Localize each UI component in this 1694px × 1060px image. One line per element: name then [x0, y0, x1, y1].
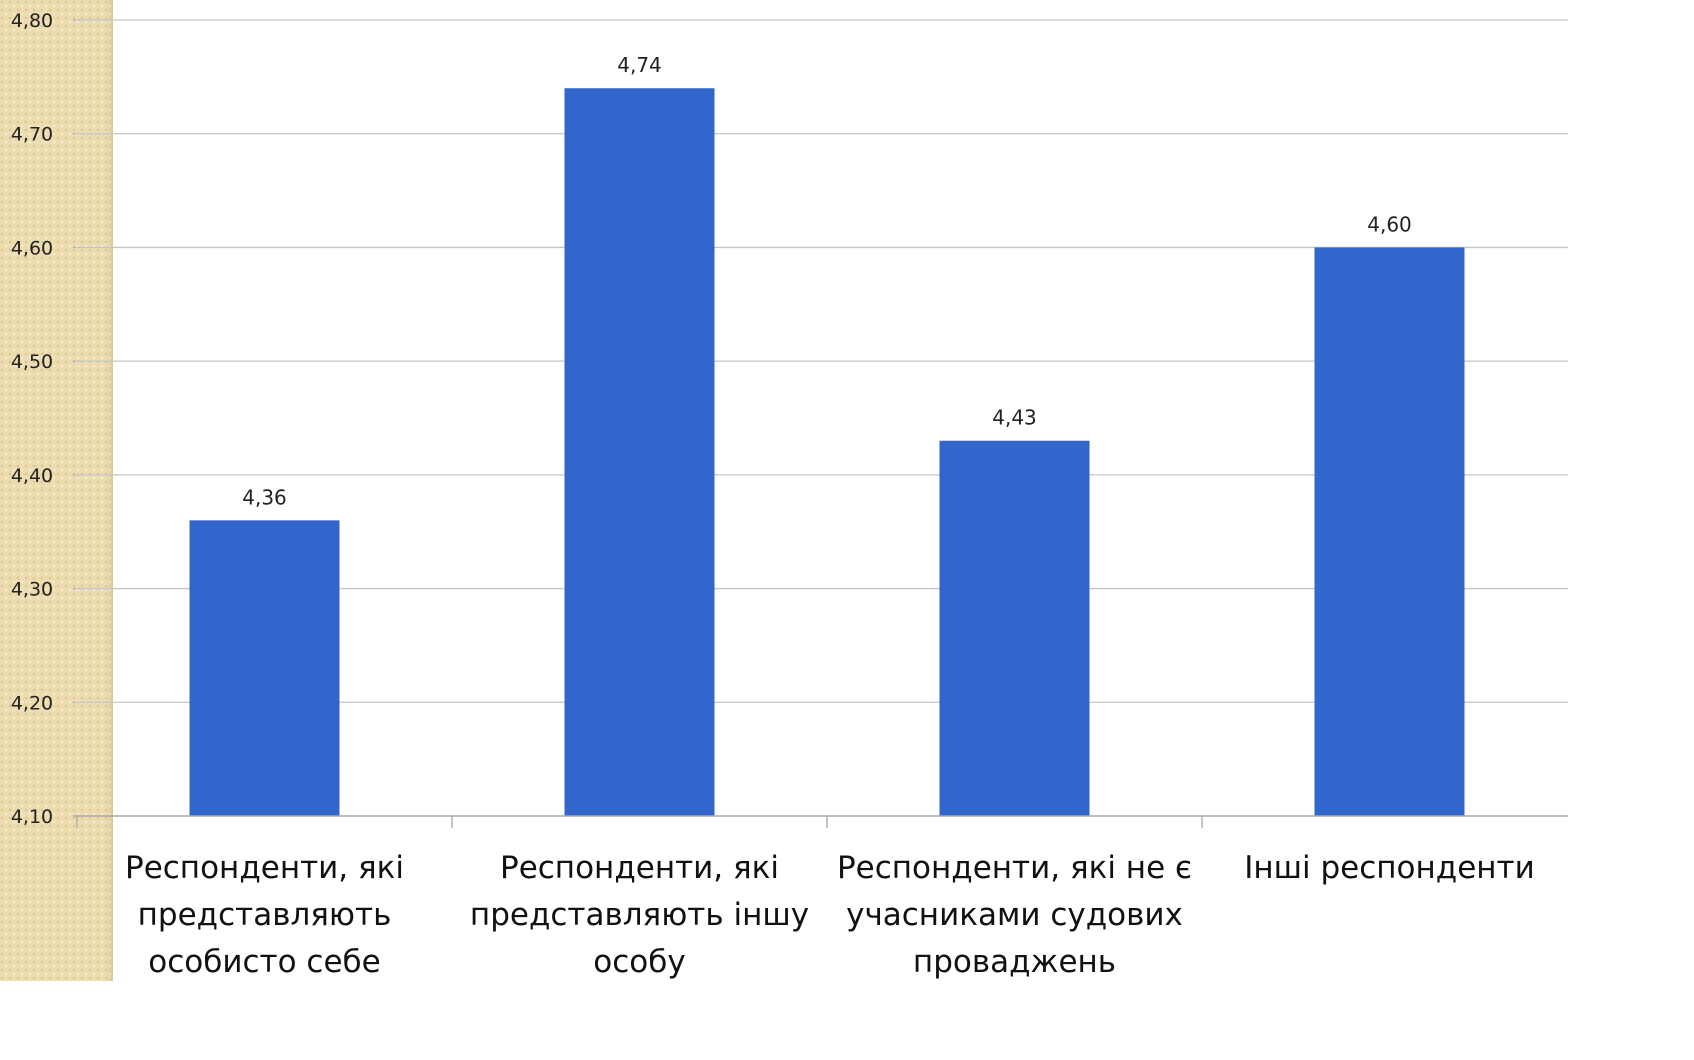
data-label: 4,43	[992, 406, 1037, 430]
category-label-line: Респонденти, які не є	[837, 850, 1192, 886]
bar-chart: 4,10 4,20 4,30 4,40 4,50 4,60 4,70 4,80 4,36 4,7…	[11, 10, 1568, 980]
category-label-line: учасниками судових	[846, 897, 1183, 933]
y-tick-label: 4,60	[11, 237, 53, 259]
decorative-side-strip	[0, 0, 113, 981]
category-label-line: особисто себе	[148, 944, 380, 980]
y-tick-label: 4,30	[11, 579, 53, 601]
data-label: 4,60	[1367, 212, 1412, 236]
category-label: Респонденти, які представляють іншу особу	[470, 850, 809, 980]
category-label-line: Респонденти, які	[500, 850, 779, 886]
y-tick-label: 4,40	[11, 465, 53, 487]
y-tick-label: 4,20	[11, 692, 53, 714]
data-labels: 4,36 4,74 4,43 4,60	[242, 53, 1412, 509]
y-tick-label: 4,10	[11, 806, 53, 828]
bar	[939, 440, 1090, 816]
category-label-line: особу	[593, 944, 685, 980]
y-tick-label: 4,80	[11, 10, 53, 32]
category-label: Інші респонденти	[1244, 850, 1535, 886]
data-label: 4,74	[617, 53, 662, 77]
category-label: Респонденти, які представляють особисто се…	[125, 850, 404, 980]
bars	[189, 88, 1465, 816]
category-label-line: представляють іншу	[470, 897, 809, 933]
category-label: Респонденти, які не є учасниками судових п…	[837, 850, 1192, 980]
y-axis-ticks: 4,10 4,20 4,30 4,40 4,50 4,60 4,70 4,80	[11, 10, 53, 828]
bar	[189, 520, 340, 816]
category-labels: Респонденти, які представляють особисто се…	[125, 850, 1535, 980]
y-tick-label: 4,70	[11, 124, 53, 146]
bar	[1314, 247, 1465, 816]
category-label-line: проваджень	[913, 944, 1116, 980]
data-label: 4,36	[242, 485, 287, 509]
y-tick-label: 4,50	[11, 351, 53, 373]
category-label-line: Інші респонденти	[1244, 850, 1535, 886]
category-label-line: Респонденти, які	[125, 850, 404, 886]
x-axis	[75, 815, 1568, 828]
category-label-line: представляють	[138, 897, 392, 933]
bar	[564, 88, 715, 816]
